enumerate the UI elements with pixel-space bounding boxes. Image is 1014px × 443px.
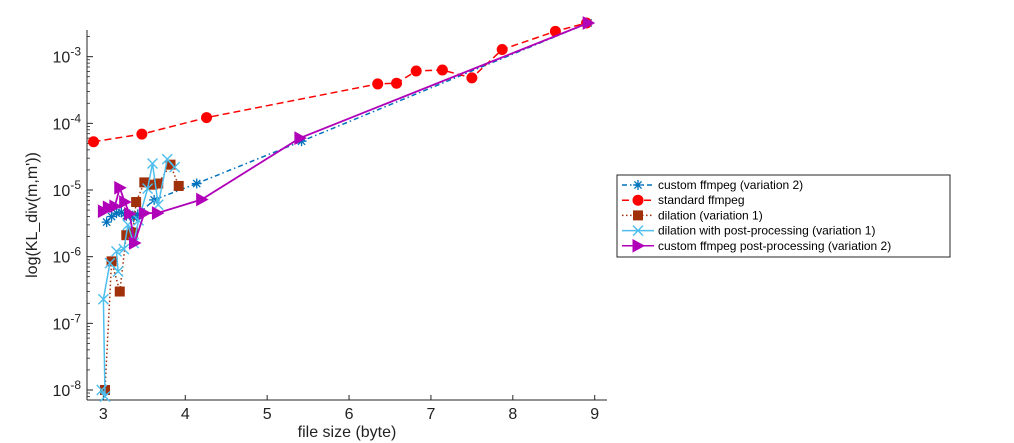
- legend-label: dilation with post-processing (variation…: [658, 224, 875, 238]
- x-tick-label: 5: [263, 406, 272, 423]
- legend-marker: [632, 225, 644, 237]
- data-point: [97, 293, 109, 305]
- x-tick-label: 8: [508, 406, 517, 423]
- y-tick-label: 10-7: [53, 311, 82, 333]
- data-point: [119, 195, 132, 209]
- series-line: [101, 157, 176, 397]
- data-point: [582, 16, 596, 30]
- x-axis-label: file size (byte): [298, 424, 397, 441]
- data-point: [96, 384, 108, 396]
- legend-marker: [632, 194, 644, 206]
- plot-area: [88, 16, 596, 402]
- legend-entry: custom ffmpeg (variation 2): [622, 178, 803, 192]
- data-point: [128, 236, 142, 250]
- data-point: [131, 197, 142, 208]
- data-point: [109, 199, 122, 214]
- x-tick-label: 4: [181, 406, 190, 423]
- legend-label: standard ffmpeg: [658, 193, 745, 207]
- y-axis-label: log(KL_div(m,m')): [24, 152, 41, 278]
- y-tick-label: 10-6: [53, 245, 82, 267]
- data-point: [372, 78, 384, 90]
- series-1: [101, 17, 594, 228]
- x-tick-label: 3: [99, 406, 108, 423]
- data-point: [151, 206, 165, 220]
- data-point: [294, 131, 307, 145]
- legend-entry: dilation with post-processing (variation…: [622, 224, 875, 238]
- series-5: [97, 16, 596, 250]
- data-point: [496, 44, 508, 56]
- x-tick-label: 7: [426, 406, 435, 423]
- x-tick-label: 6: [345, 406, 354, 423]
- data-point: [132, 209, 143, 220]
- series-4: [96, 153, 181, 402]
- series-line: [106, 22, 589, 223]
- data-point: [124, 206, 137, 221]
- y-tick-label: 10-4: [53, 111, 82, 133]
- y-tick-label: 10-5: [53, 178, 82, 200]
- data-point: [147, 157, 159, 169]
- data-point: [173, 180, 184, 191]
- data-point: [142, 183, 154, 195]
- data-point: [410, 65, 422, 77]
- x-tick-label: 9: [590, 406, 599, 423]
- legend-marker: [632, 238, 646, 253]
- legend-marker: [633, 210, 643, 221]
- data-point: [99, 390, 111, 402]
- data-point: [110, 245, 122, 257]
- series-line: [93, 22, 587, 143]
- data-point: [114, 180, 127, 195]
- data-point: [101, 217, 112, 228]
- legend-label: dilation (variation 1): [658, 208, 763, 222]
- data-point: [128, 212, 139, 223]
- legend: custom ffmpeg (variation 2)standard ffmp…: [616, 174, 951, 258]
- legend-entry: custom ffmpeg post-processing (variation…: [622, 239, 891, 253]
- legend-marker: [633, 180, 643, 190]
- data-point: [196, 192, 209, 207]
- data-point: [116, 207, 127, 218]
- legend-label: custom ffmpeg post-processing (variation…: [658, 239, 891, 253]
- axes: 3 4 5 6 7 8 9 10-8 10-7 10-6 10-5 10-4 10-3: [53, 30, 607, 423]
- data-point: [201, 112, 213, 124]
- data-point: [169, 161, 181, 173]
- data-point: [106, 211, 117, 222]
- data-point: [118, 243, 130, 255]
- legend-entry: dilation (variation 1): [622, 208, 763, 222]
- legend-box: [616, 174, 951, 258]
- data-point: [138, 206, 152, 220]
- data-point: [296, 136, 307, 147]
- data-point: [112, 265, 124, 277]
- legend-entry: standard ffmpeg: [622, 193, 745, 207]
- y-tick-label: 10-8: [53, 378, 82, 400]
- data-point: [191, 178, 202, 189]
- series-3: [100, 159, 184, 395]
- data-point: [466, 72, 478, 84]
- data-point: [436, 64, 448, 76]
- data-point: [391, 77, 403, 89]
- data-point: [88, 136, 100, 148]
- legend-label: custom ffmpeg (variation 2): [658, 178, 803, 192]
- data-point: [114, 286, 125, 297]
- series-line: [102, 22, 589, 244]
- data-point: [102, 200, 116, 215]
- y-tick-label: 10-3: [53, 45, 82, 67]
- series-2: [88, 17, 593, 148]
- data-point: [136, 128, 148, 140]
